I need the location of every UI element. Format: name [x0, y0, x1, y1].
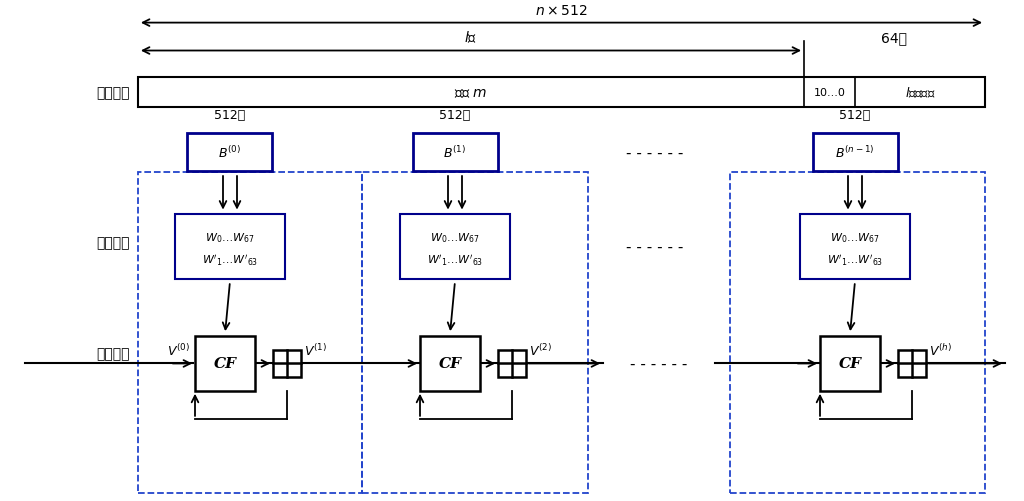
Bar	[138, 78, 985, 108]
Bar	[175, 215, 285, 280]
Text: 数据 $m$: 数据 $m$	[455, 86, 487, 100]
Text: $W_0\ldots W_{67}$: $W_0\ldots W_{67}$	[205, 230, 255, 244]
Bar	[273, 350, 301, 378]
Text: $W'_1\ldots W'_{63}$: $W'_1\ldots W'_{63}$	[427, 253, 483, 268]
Bar	[498, 350, 526, 378]
Text: $B^{(0)}$: $B^{(0)}$	[218, 145, 242, 161]
Text: 512位: 512位	[439, 109, 471, 122]
Text: $W_0\ldots W_{67}$: $W_0\ldots W_{67}$	[430, 230, 480, 244]
Bar	[420, 336, 480, 391]
Text: $l$位: $l$位	[465, 30, 477, 46]
Text: $n\times512$: $n\times512$	[536, 4, 588, 18]
Text: - - - - - -: - - - - - -	[627, 240, 684, 255]
Text: $l$的二进制: $l$的二进制	[904, 86, 935, 100]
Text: 64位: 64位	[882, 32, 907, 46]
Text: 10...0: 10...0	[813, 88, 846, 98]
Text: 512位: 512位	[840, 109, 870, 122]
Text: $V^{(0)}$: $V^{(0)}$	[167, 343, 190, 359]
Bar	[730, 173, 985, 493]
Text: $W'_1\ldots W'_{63}$: $W'_1\ldots W'_{63}$	[202, 253, 258, 268]
Text: 迭代压缩: 迭代压缩	[96, 347, 130, 361]
Text: CF: CF	[839, 357, 861, 371]
Text: CF: CF	[438, 357, 462, 371]
Bar	[400, 215, 510, 280]
Text: $B^{(n-1)}$: $B^{(n-1)}$	[836, 145, 874, 161]
Text: $B^{(1)}$: $B^{(1)}$	[443, 145, 467, 161]
Text: 消息扩展: 消息扩展	[96, 235, 130, 249]
Text: $W'_1\ldots W'_{63}$: $W'_1\ldots W'_{63}$	[827, 253, 883, 268]
Text: 512位: 512位	[214, 109, 246, 122]
Bar	[820, 336, 880, 391]
Bar	[800, 215, 910, 280]
Bar	[812, 134, 897, 172]
Text: $V^{(2)}$: $V^{(2)}$	[529, 343, 552, 359]
Text: $V^{(h)}$: $V^{(h)}$	[929, 343, 952, 359]
Text: 消息填充: 消息填充	[96, 86, 130, 100]
Text: - - - - - -: - - - - - -	[627, 145, 684, 160]
Text: CF: CF	[213, 357, 237, 371]
Bar	[138, 173, 362, 493]
Bar	[195, 336, 255, 391]
Bar	[413, 134, 498, 172]
Bar	[898, 350, 926, 378]
Text: $W_0\ldots W_{67}$: $W_0\ldots W_{67}$	[830, 230, 880, 244]
Bar	[362, 173, 588, 493]
Bar	[187, 134, 272, 172]
Text: $V^{(1)}$: $V^{(1)}$	[304, 343, 327, 359]
Text: - - - - - -: - - - - - -	[631, 356, 688, 371]
